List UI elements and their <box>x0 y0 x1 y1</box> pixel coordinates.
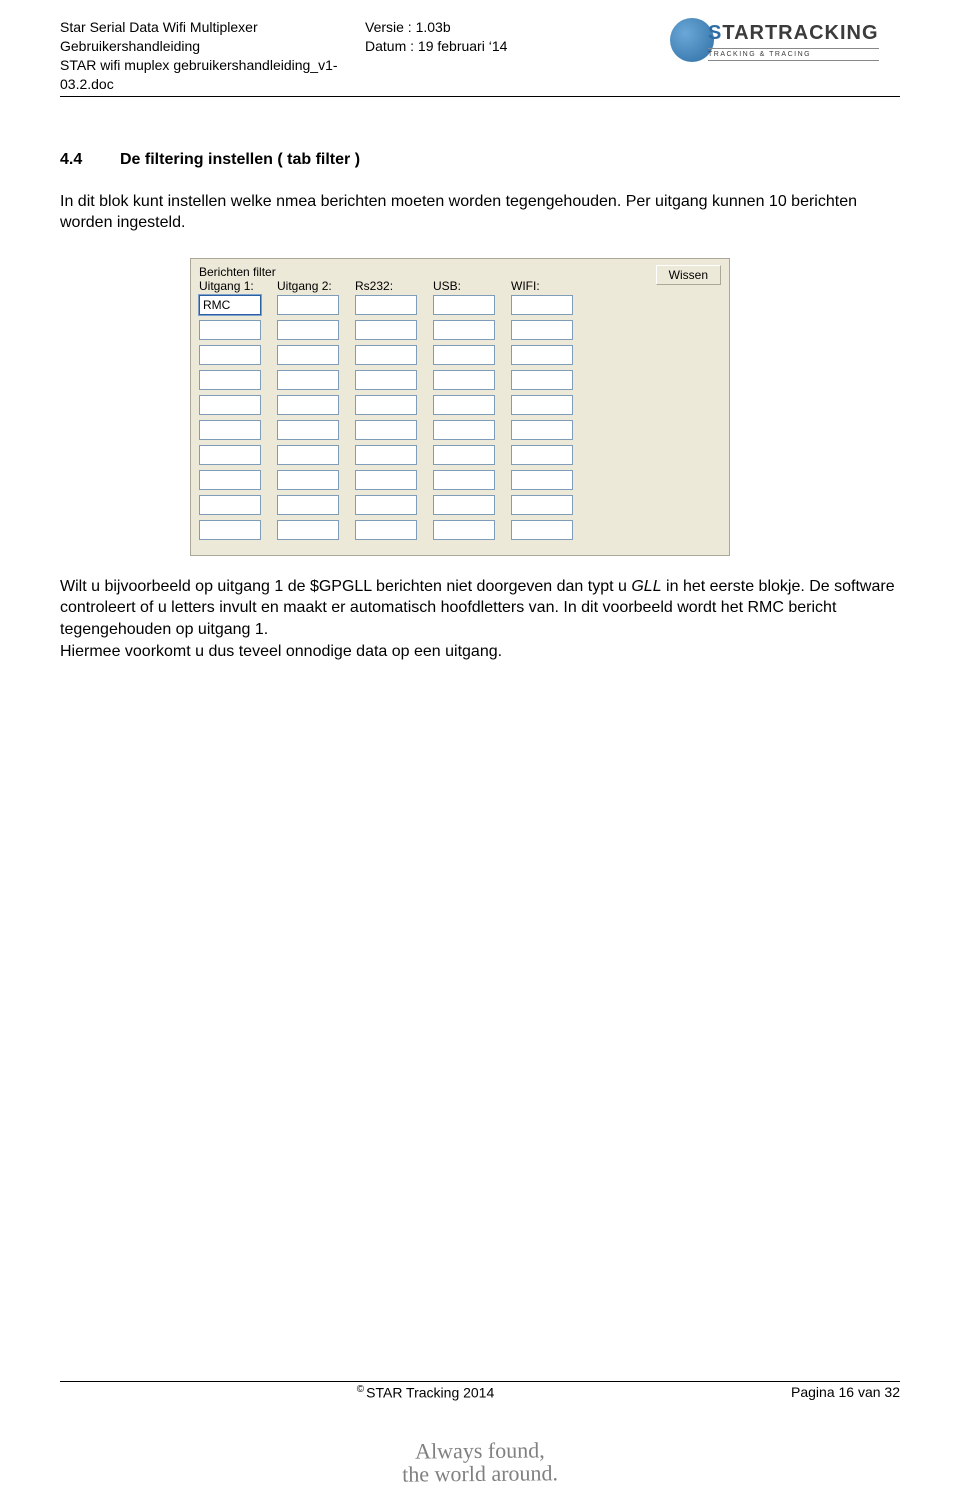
filter-cell-input[interactable] <box>355 495 417 515</box>
explanation-paragraph: Wilt u bijvoorbeeld op uitgang 1 de $GPG… <box>60 576 900 662</box>
filter-cell-input[interactable] <box>511 370 573 390</box>
filter-cell-input[interactable] <box>277 445 339 465</box>
header-filename: STAR wifi muplex gebruikershandleiding_v… <box>60 56 365 94</box>
filter-cell-input[interactable] <box>277 495 339 515</box>
filter-grid-row <box>199 345 721 365</box>
filter-cell-input[interactable] <box>511 520 573 540</box>
logo-text-main: TARTRACKING <box>722 22 878 44</box>
filter-grid-row <box>199 295 721 315</box>
intro-paragraph: In dit blok kunt instellen welke nmea be… <box>60 191 900 234</box>
filter-cell-input[interactable] <box>511 495 573 515</box>
wissen-button[interactable]: Wissen <box>656 265 721 285</box>
filter-cell-input[interactable] <box>433 520 495 540</box>
footer-page: Pagina 16 van 32 <box>791 1384 900 1401</box>
filter-cell-input[interactable] <box>355 295 417 315</box>
filter-grid-row <box>199 445 721 465</box>
filter-cell-input[interactable] <box>277 470 339 490</box>
filter-cell-input[interactable] <box>199 295 261 315</box>
filter-cell-input[interactable] <box>355 395 417 415</box>
para3: Hiermee voorkomt u dus teveel onnodige d… <box>60 643 502 660</box>
filter-cell-input[interactable] <box>199 520 261 540</box>
para2-pre: Wilt u bijvoorbeeld op uitgang 1 de $GPG… <box>60 578 631 595</box>
filter-cell-input[interactable] <box>355 445 417 465</box>
filter-grid-row <box>199 520 721 540</box>
filter-grid <box>199 295 721 540</box>
col-header-uitgang2: Uitgang 2: <box>277 279 355 293</box>
filter-cell-input[interactable] <box>511 295 573 315</box>
col-header-rs232: Rs232: <box>355 279 433 293</box>
filter-cell-input[interactable] <box>199 495 261 515</box>
filter-cell-input[interactable] <box>199 370 261 390</box>
col-header-uitgang1: Uitgang 1: <box>199 279 277 293</box>
filter-grid-row <box>199 370 721 390</box>
filter-cell-input[interactable] <box>277 420 339 440</box>
filter-cell-input[interactable] <box>355 370 417 390</box>
header-doc-type: Gebruikershandleiding <box>60 37 365 56</box>
filter-cell-input[interactable] <box>199 320 261 340</box>
section-number: 4.4 <box>60 151 120 169</box>
filter-cell-input[interactable] <box>433 295 495 315</box>
filter-cell-input[interactable] <box>355 520 417 540</box>
filter-cell-input[interactable] <box>277 395 339 415</box>
filter-cell-input[interactable] <box>511 420 573 440</box>
filter-cell-input[interactable] <box>199 395 261 415</box>
filter-cell-input[interactable] <box>433 470 495 490</box>
filter-cell-input[interactable] <box>199 420 261 440</box>
filter-cell-input[interactable] <box>355 470 417 490</box>
header-rule <box>60 96 900 97</box>
col-header-usb: USB: <box>433 279 511 293</box>
footer-copyright: STAR Tracking 2014 <box>366 1385 494 1401</box>
column-headers: Uitgang 1: Uitgang 2: Rs232: USB: WIFI: <box>199 279 589 293</box>
filter-cell-input[interactable] <box>433 320 495 340</box>
filter-cell-input[interactable] <box>433 345 495 365</box>
filter-cell-input[interactable] <box>433 495 495 515</box>
filter-cell-input[interactable] <box>199 445 261 465</box>
filter-panel: Berichten filter Uitgang 1: Uitgang 2: R… <box>190 258 730 556</box>
filter-cell-input[interactable] <box>511 320 573 340</box>
filter-cell-input[interactable] <box>433 395 495 415</box>
logo: STARTRACKING TRACKING & TRACING <box>670 18 900 66</box>
col-header-wifi: WIFI: <box>511 279 589 293</box>
filter-cell-input[interactable] <box>277 370 339 390</box>
filter-cell-input[interactable] <box>511 470 573 490</box>
filter-cell-input[interactable] <box>355 420 417 440</box>
filter-grid-row <box>199 320 721 340</box>
filter-cell-input[interactable] <box>277 345 339 365</box>
logo-text-accent: S <box>708 22 722 44</box>
filter-grid-row <box>199 470 721 490</box>
section-title: De filtering instellen ( tab filter ) <box>120 151 360 168</box>
header-version: Versie : 1.03b <box>365 18 670 37</box>
filter-cell-input[interactable] <box>433 420 495 440</box>
copyright-icon: © <box>357 1384 364 1395</box>
filter-cell-input[interactable] <box>511 395 573 415</box>
filter-cell-input[interactable] <box>433 370 495 390</box>
filter-cell-input[interactable] <box>277 295 339 315</box>
filter-cell-input[interactable] <box>511 445 573 465</box>
para2-italic: GLL <box>631 578 661 595</box>
slogan: Always found, the world around. <box>0 1435 960 1490</box>
filter-cell-input[interactable] <box>355 345 417 365</box>
filter-cell-input[interactable] <box>199 470 261 490</box>
footer-rule <box>60 1381 900 1382</box>
filter-cell-input[interactable] <box>355 320 417 340</box>
filter-grid-row <box>199 420 721 440</box>
filter-grid-row <box>199 395 721 415</box>
header-product-title: Star Serial Data Wifi Multiplexer <box>60 18 365 37</box>
logo-subtext: TRACKING & TRACING <box>708 48 879 61</box>
filter-cell-input[interactable] <box>199 345 261 365</box>
header-date: Datum : 19 februari ‘14 <box>365 37 670 56</box>
filter-cell-input[interactable] <box>277 520 339 540</box>
filter-cell-input[interactable] <box>277 320 339 340</box>
filter-cell-input[interactable] <box>511 345 573 365</box>
filter-grid-row <box>199 495 721 515</box>
filter-cell-input[interactable] <box>433 445 495 465</box>
panel-groupbox-title: Berichten filter <box>199 265 589 279</box>
